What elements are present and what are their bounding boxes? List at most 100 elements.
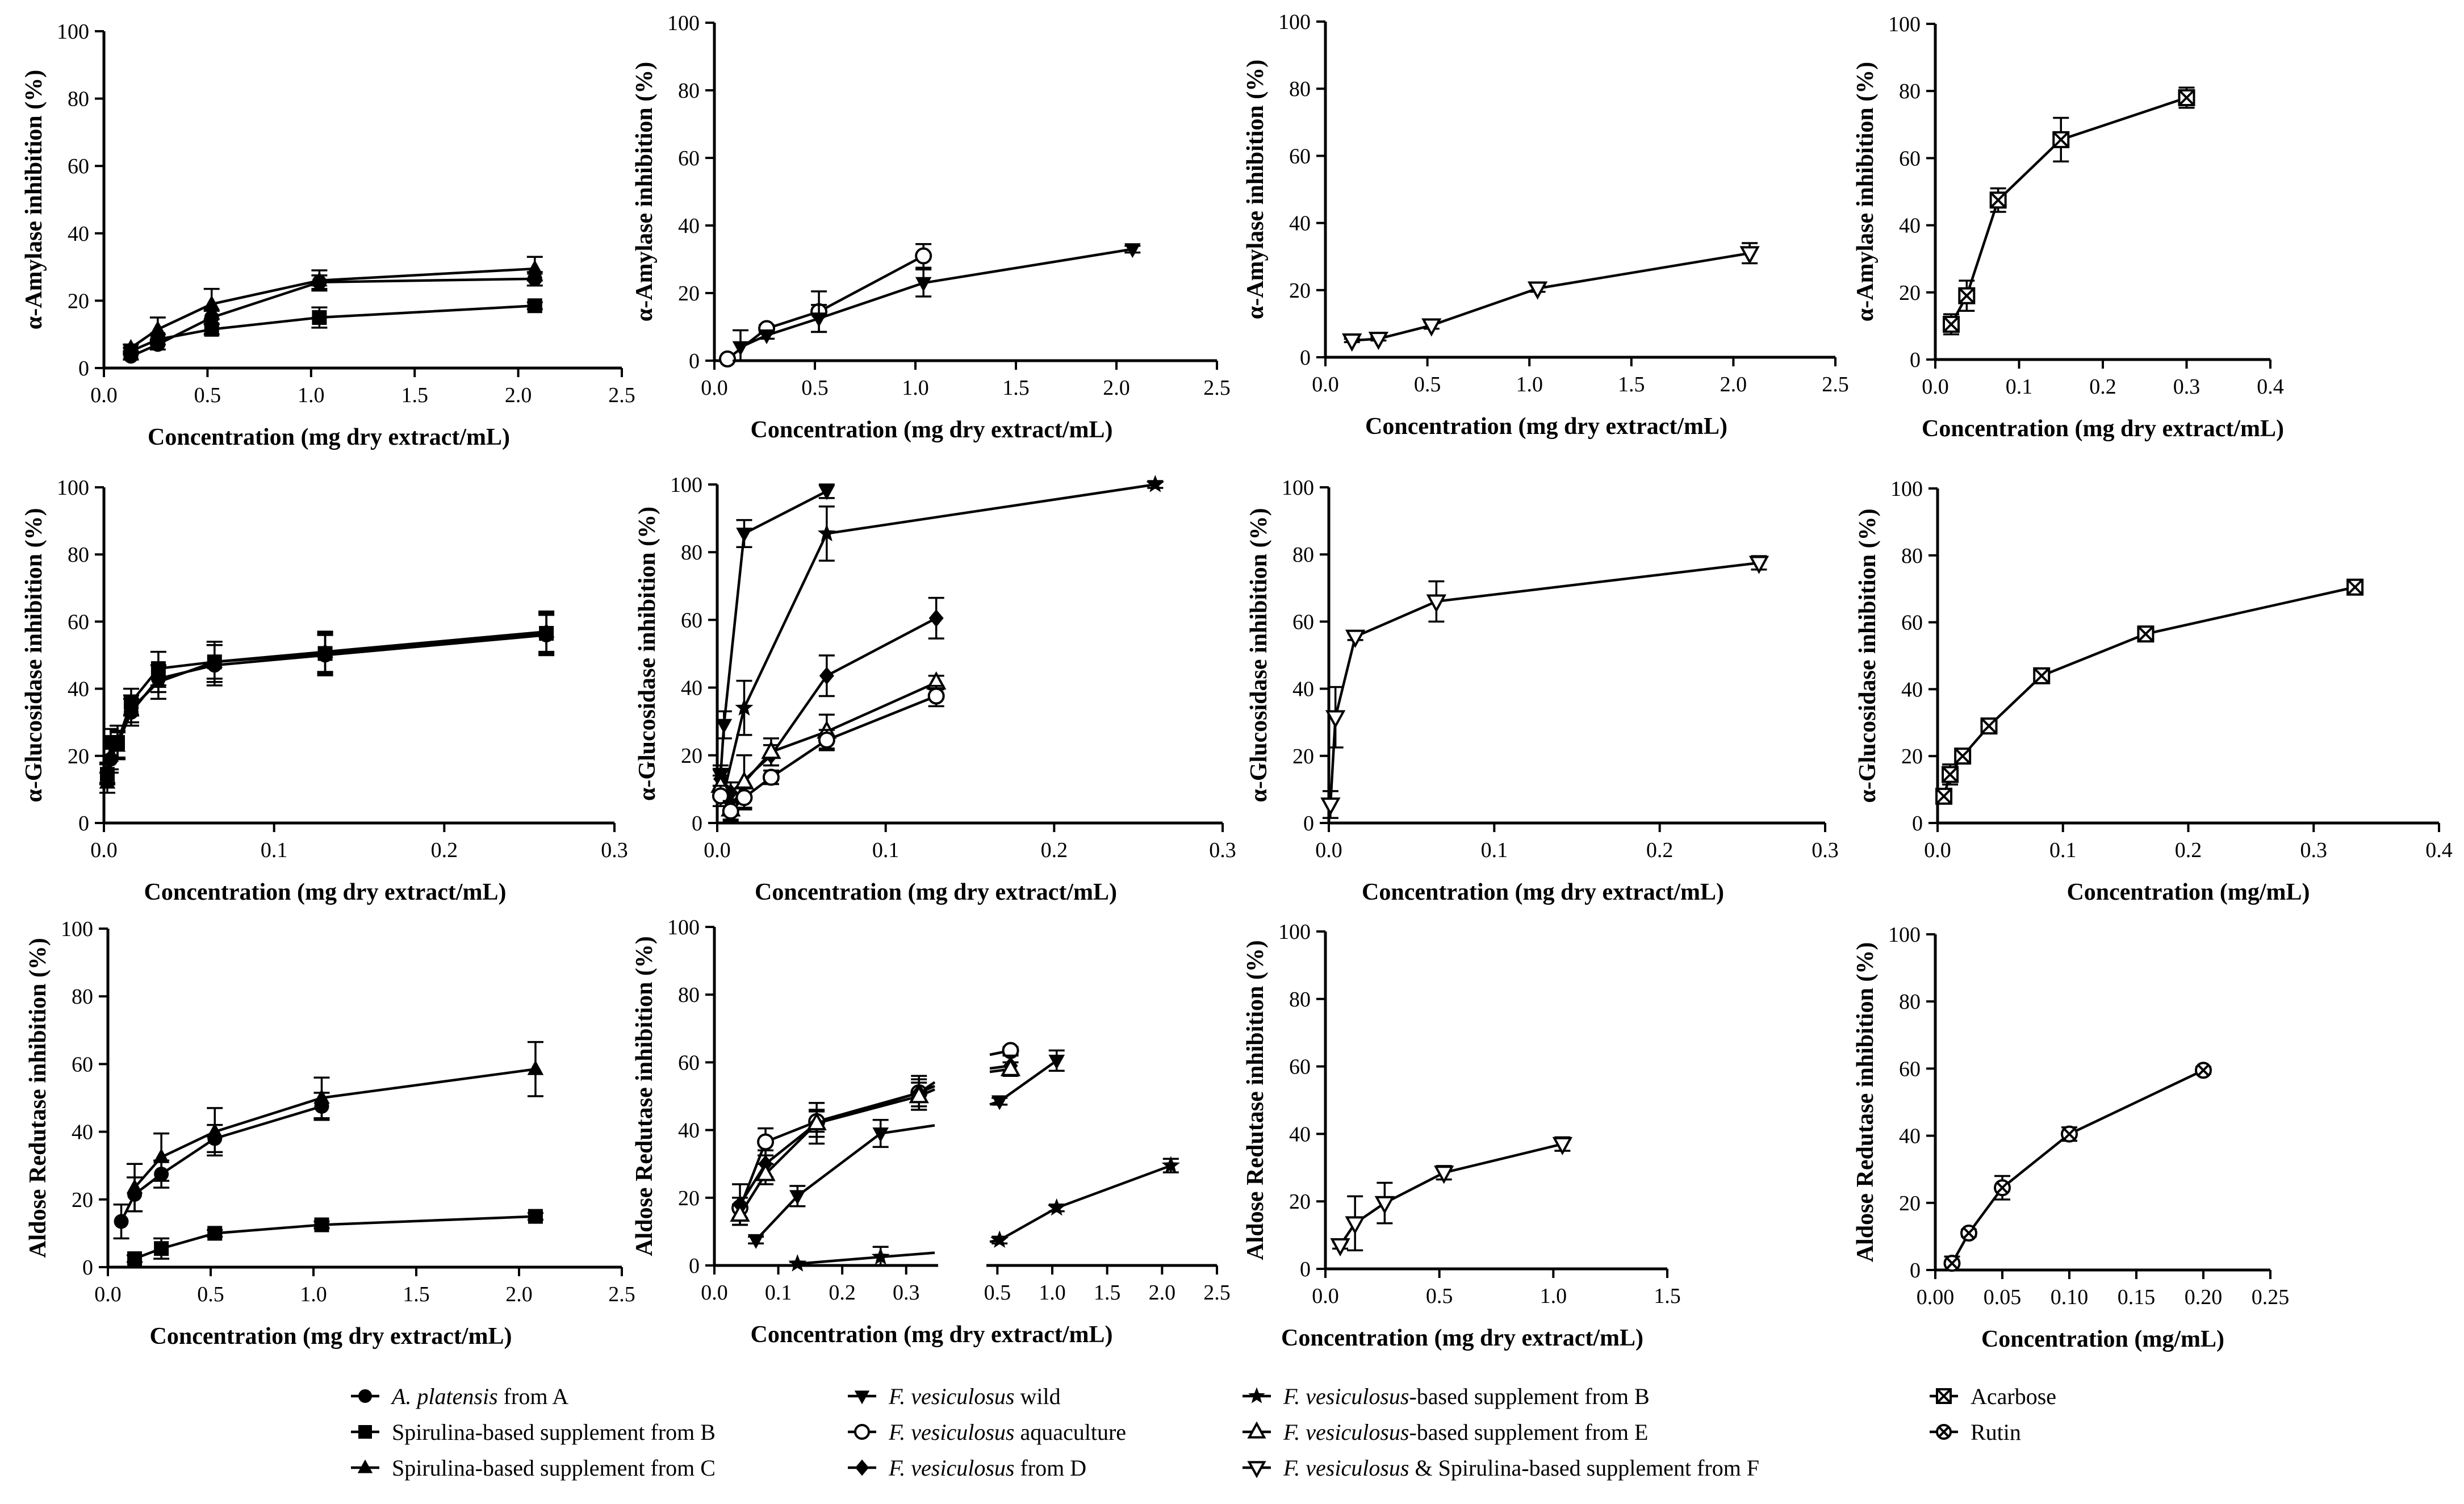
series-acarbose [1943, 86, 2195, 336]
marker-boxed-x-stroke [1958, 287, 1975, 304]
marker-triangle-up-filled [206, 1123, 223, 1138]
y-tick-label: 20 [68, 289, 89, 313]
marker-star-filled [1047, 1198, 1066, 1216]
y-tick-label: 80 [678, 79, 700, 103]
marker-triangle-up-open [806, 1112, 827, 1131]
chart-panel-4: 0 20 40 60 80 100 α-Amylase inhibition (%) 0.0 0… [1852, 12, 2284, 442]
x-tick-label: 0.2 [2175, 838, 2202, 862]
y-tick-label: 40 [678, 1119, 700, 1143]
y-axis-title: α-Amylase inhibition (%) [1243, 60, 1269, 319]
series-line [998, 1059, 1058, 1102]
x-tick-label: 0.5 [801, 376, 829, 400]
marker-star-filled [817, 524, 836, 542]
y-tick-label: 100 [667, 916, 700, 939]
x-axis-title: Concentration (mg/mL) [1981, 1326, 2224, 1352]
series-line [1329, 561, 1759, 805]
series-fvWild [732, 243, 1141, 362]
marker-triangle-down-open [1330, 1238, 1350, 1257]
x-tick-label: 2.0 [505, 1282, 533, 1306]
chart-panel-1: 0 20 40 60 80 100 α-Amylase inhibition (%) 0.0 0… [21, 20, 635, 450]
x-tick-label: 1.5 [1618, 373, 1645, 396]
x-tick-label: 0.20 [2185, 1285, 2223, 1309]
legend: A. platensis from A Spirulina-based suppl… [351, 1384, 2056, 1481]
x-tick-label: 0.0 [90, 838, 118, 862]
series-line [1951, 1069, 2204, 1264]
y-tick-label: 100 [57, 476, 89, 500]
series-line [719, 490, 827, 776]
y-axis-title: α-Glucosidase inhibition (%) [1855, 508, 1881, 803]
x-tick-label: 0.3 [1209, 838, 1236, 862]
series-line [740, 248, 1133, 349]
x-tick-label: 0.2 [1646, 838, 1674, 862]
x-axis-title: Concentration (mg dry extract/mL) [1365, 413, 1727, 440]
series-line [999, 1164, 1172, 1242]
marker-triangle-down-filled [991, 1095, 1008, 1110]
legend-label: Acarbose [1971, 1384, 2056, 1409]
x-axis-title: Concentration (mg dry extract/mL) [1362, 879, 1724, 905]
y-axis-title: Aldose Redutase inhibition (%) [631, 936, 658, 1256]
y-tick-label: 0 [1910, 1259, 1921, 1282]
marker-triangle-up-filled [102, 747, 119, 762]
marker-star-filled [1248, 1387, 1265, 1403]
legend-label-italic: F. vesiculosus [1283, 1419, 1409, 1445]
x-tick-label: 0.0 [704, 838, 731, 862]
marker-triangle-up-open [730, 1203, 750, 1222]
series-spC [123, 256, 543, 354]
series-rutin [1943, 1062, 2212, 1272]
x-tick-label: 1.5 [1654, 1284, 1681, 1308]
series-line [120, 1105, 323, 1222]
y-tick-label: 20 [1899, 281, 1921, 305]
x-tick-label: 0.3 [893, 1281, 920, 1305]
marker-square-filled [154, 1241, 169, 1256]
series-fvAq [712, 684, 945, 822]
marker-square-filled [204, 321, 219, 337]
x-axis-title: Concentration (mg dry extract/mL) [751, 417, 1113, 443]
x-tick-label: 2.0 [1149, 1281, 1176, 1305]
marker-circle-open [722, 803, 739, 820]
legend-item-acarbose: Acarbose [1930, 1384, 2056, 1409]
marker-circle-filled [114, 1214, 129, 1229]
x-tick-label: 0.1 [2049, 838, 2077, 862]
x-tick-label: 0.5 [1426, 1284, 1453, 1308]
x-axis-title: Concentration (mg/mL) [2066, 879, 2310, 905]
marker-triangle-up-open [1000, 1058, 1021, 1076]
y-tick-label: 40 [1899, 1125, 1921, 1148]
y-tick-label: 20 [681, 744, 702, 768]
y-tick-label: 60 [1292, 610, 1314, 634]
x-tick-label: 0.5 [1414, 373, 1441, 396]
chart-panel-8: 0 20 40 60 80 100 α-Glucosidase inhibition (%)… [1855, 477, 2453, 905]
marker-triangle-down-open [1374, 1196, 1395, 1214]
x-tick-label: 0.0 [1312, 1284, 1339, 1308]
marker-triangle-up-open [761, 741, 781, 759]
marker-triangle-down-filled [854, 1390, 870, 1405]
chart-panel-12: 0 20 40 60 80 100 Aldose Redutase inhibition (… [1852, 923, 2289, 1352]
y-tick-label: 60 [72, 1052, 93, 1076]
y-tick-label: 80 [1292, 543, 1314, 567]
marker-triangle-down-open [1527, 281, 1548, 300]
legend-label-text: Spirulina-based supplement from B [392, 1419, 716, 1445]
marker-triangle-up-filled [357, 1459, 373, 1473]
legend-item-fvSpF: F. vesiculosus & Spirulina-based supplem… [1243, 1455, 1759, 1481]
y-tick-label: 80 [1289, 988, 1311, 1012]
series-fvD [732, 1054, 1019, 1226]
y-axis-title: Aldose Redutase inhibition (%) [25, 938, 51, 1258]
x-tick-label: 0.3 [1812, 838, 1839, 862]
x-axis-title: Concentration (mg dry extract/mL) [150, 1323, 512, 1350]
marker-triangle-down-filled [818, 485, 835, 500]
marker-triangle-down-open [1320, 797, 1341, 816]
marker-circle-open [735, 789, 753, 807]
legend-label-italic: F. vesiculosus [888, 1419, 1014, 1445]
x-tick-label: 1.0 [1540, 1284, 1567, 1308]
y-tick-label: 40 [1899, 214, 1921, 238]
x-tick-label: 1.0 [1039, 1281, 1066, 1305]
marker-boxed-x-stroke [1942, 766, 1959, 783]
legend-label-text: Spirulina-based supplement from C [392, 1455, 716, 1481]
series-fvSpF [1342, 242, 1760, 352]
marker-boxed-x-stroke [1935, 788, 1952, 805]
legend-label: F. vesiculosus-based supplement from B [1283, 1384, 1650, 1409]
series-break-stub [880, 1251, 935, 1259]
marker-circle-open [762, 768, 780, 786]
series-aplat [113, 1092, 330, 1240]
marker-triangle-up-filled [126, 1179, 143, 1194]
